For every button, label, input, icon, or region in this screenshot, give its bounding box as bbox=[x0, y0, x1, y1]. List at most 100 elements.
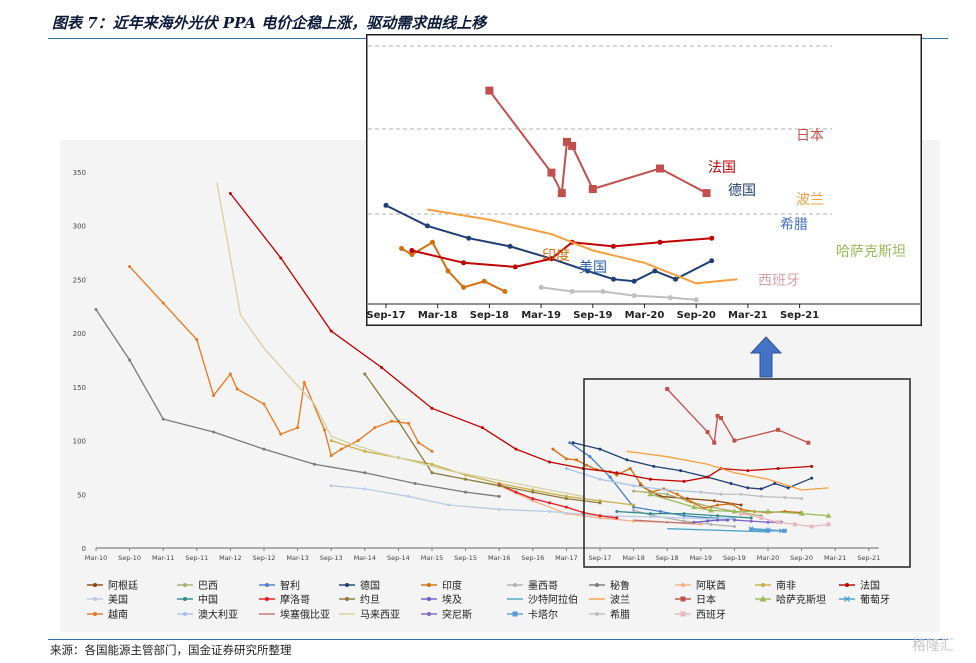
inset-data-point bbox=[512, 264, 518, 270]
inset-series-法国 bbox=[409, 235, 715, 270]
y-tick-label: 150 bbox=[73, 384, 86, 392]
data-point bbox=[682, 512, 686, 516]
data-point bbox=[615, 516, 619, 520]
legend-label: 巴西 bbox=[198, 581, 218, 592]
data-point bbox=[665, 387, 670, 392]
inset-data-point bbox=[557, 189, 566, 198]
data-point bbox=[632, 505, 636, 509]
data-point bbox=[712, 499, 716, 503]
inset-series-label: 德国 bbox=[728, 183, 756, 199]
inset-data-point bbox=[481, 278, 487, 284]
legend-swatch bbox=[507, 611, 523, 616]
data-point bbox=[746, 486, 750, 490]
data-point bbox=[773, 482, 777, 486]
legend-label: 埃及 bbox=[442, 595, 462, 606]
data-point bbox=[749, 527, 754, 532]
data-point bbox=[739, 503, 743, 507]
inset-series-line bbox=[427, 208, 738, 285]
data-point bbox=[682, 514, 686, 518]
legend-label: 哈萨克斯坦 bbox=[776, 595, 826, 606]
legend-item: 约旦 bbox=[338, 592, 380, 606]
inset-series-希腊 bbox=[538, 284, 699, 303]
series-希腊 bbox=[699, 490, 804, 501]
x-tick-label: Sep-11 bbox=[185, 554, 208, 562]
series-西班牙 bbox=[739, 511, 831, 529]
data-point bbox=[810, 464, 814, 468]
legend-item: 越南 bbox=[86, 607, 128, 621]
data-point bbox=[652, 464, 656, 468]
data-point bbox=[648, 512, 652, 516]
series-德国 bbox=[571, 441, 814, 491]
legend-item: 沙特阿拉伯 bbox=[506, 592, 578, 606]
inset-x-tick-label: Mar-20 bbox=[625, 310, 665, 321]
inset-x-tick-label: Mar-19 bbox=[521, 310, 561, 321]
inset-data-point bbox=[562, 137, 571, 146]
data-point bbox=[759, 487, 763, 491]
inset-data-point bbox=[383, 202, 389, 208]
legend-item: 澳大利亚 bbox=[176, 607, 238, 621]
legend-label: 希腊 bbox=[610, 610, 630, 621]
data-point bbox=[598, 477, 602, 481]
legend-label: 日本 bbox=[696, 595, 716, 606]
inset-series-line bbox=[540, 286, 697, 301]
data-point bbox=[786, 486, 790, 490]
x-tick-label: Sep-18 bbox=[656, 554, 679, 562]
data-point bbox=[732, 525, 736, 529]
data-point bbox=[608, 475, 612, 479]
data-point bbox=[329, 484, 333, 488]
data-point bbox=[380, 366, 384, 370]
x-tick-label: Sep-10 bbox=[118, 554, 141, 562]
legend-item: 卡塔尔 bbox=[506, 607, 558, 621]
inset-x-tick-label: Sep-19 bbox=[573, 310, 612, 321]
y-tick-label: 300 bbox=[73, 223, 86, 231]
series-line bbox=[633, 519, 695, 524]
x-tick-label: Mar-19 bbox=[690, 554, 712, 562]
data-point bbox=[228, 191, 232, 195]
series-line bbox=[566, 467, 722, 495]
legend-swatch bbox=[87, 596, 103, 601]
x-tick-label: Sep-21 bbox=[857, 554, 880, 562]
legend-swatch bbox=[339, 596, 355, 601]
legend-item: 突尼斯 bbox=[420, 607, 472, 621]
data-point bbox=[749, 516, 753, 520]
data-point bbox=[161, 301, 165, 305]
inset-data-point bbox=[445, 268, 451, 274]
legend-label: 智利 bbox=[280, 581, 300, 592]
legend-item: 阿根廷 bbox=[86, 578, 138, 592]
data-point bbox=[806, 440, 811, 445]
legend-label: 越南 bbox=[108, 610, 128, 621]
x-tick-label: Sep-15 bbox=[454, 554, 477, 562]
legend-item: 马来西亚 bbox=[338, 607, 400, 621]
data-point bbox=[430, 462, 434, 466]
legend-swatch bbox=[177, 582, 193, 587]
data-point bbox=[739, 511, 744, 516]
data-point bbox=[647, 491, 654, 497]
data-point bbox=[712, 440, 717, 445]
legend-item: 墨西哥 bbox=[506, 578, 558, 592]
data-point bbox=[480, 426, 484, 430]
data-point bbox=[729, 502, 733, 506]
legend-swatch bbox=[589, 597, 605, 600]
series-line bbox=[331, 439, 634, 506]
series-马来西亚 bbox=[216, 182, 584, 498]
data-point bbox=[783, 496, 787, 500]
legend-swatch bbox=[421, 596, 437, 601]
legend-swatch bbox=[507, 597, 523, 600]
data-point bbox=[312, 462, 316, 466]
series-南非 bbox=[329, 439, 636, 507]
series-约旦 bbox=[363, 372, 602, 505]
inset-data-point bbox=[709, 258, 715, 264]
legend-label: 沙特阿拉伯 bbox=[528, 595, 578, 606]
series-越南 bbox=[128, 265, 434, 458]
inset-data-point bbox=[502, 289, 508, 294]
data-point bbox=[625, 458, 629, 462]
legend-swatch bbox=[839, 595, 855, 602]
data-point bbox=[718, 416, 723, 421]
data-point bbox=[447, 503, 451, 507]
data-point bbox=[329, 439, 333, 443]
x-tick-label: Mar-13 bbox=[286, 554, 308, 562]
data-point bbox=[339, 447, 343, 451]
inset-data-point bbox=[673, 276, 679, 282]
data-point bbox=[571, 441, 575, 445]
